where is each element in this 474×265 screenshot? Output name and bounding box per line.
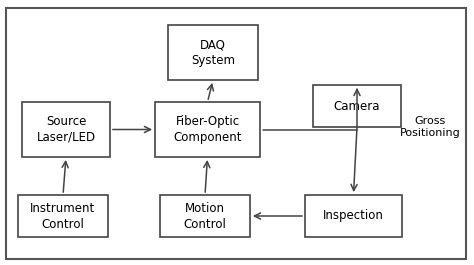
- Text: DAQ
System: DAQ System: [191, 38, 235, 67]
- Bar: [18, 195, 108, 237]
- Bar: [168, 25, 258, 80]
- Bar: [22, 102, 110, 157]
- Bar: [313, 85, 401, 127]
- Text: Source
Laser/LED: Source Laser/LED: [36, 115, 96, 144]
- Text: Camera: Camera: [334, 99, 380, 113]
- Text: Instrument
Control: Instrument Control: [30, 201, 96, 231]
- Text: Gross
Positioning: Gross Positioning: [400, 116, 460, 138]
- Text: Fiber-Optic
Component: Fiber-Optic Component: [173, 115, 242, 144]
- Text: Inspection: Inspection: [323, 210, 384, 223]
- Bar: [160, 195, 250, 237]
- Text: Motion
Control: Motion Control: [183, 201, 227, 231]
- Bar: [305, 195, 402, 237]
- Bar: [155, 102, 260, 157]
